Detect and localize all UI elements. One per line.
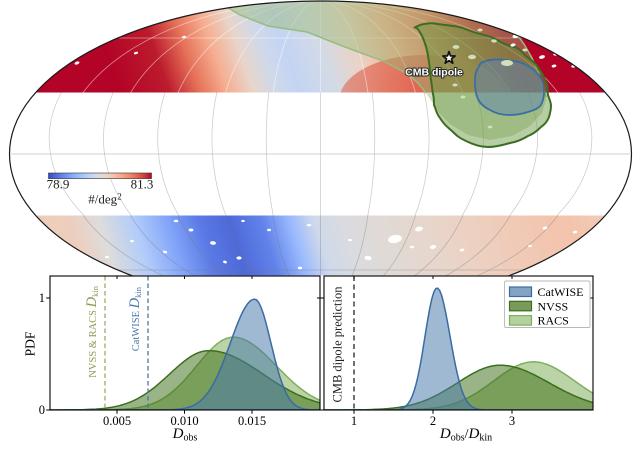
svg-text:2: 2 <box>430 414 436 428</box>
svg-text:CatWISE Dkin: CatWISE Dkin <box>127 286 143 351</box>
svg-text:CMB dipole prediction: CMB dipole prediction <box>331 286 345 403</box>
svg-text:78.9: 78.9 <box>47 177 70 192</box>
svg-text:81.3: 81.3 <box>131 177 154 192</box>
svg-text:0.005: 0.005 <box>103 414 131 428</box>
svg-text:0.010: 0.010 <box>170 414 198 428</box>
svg-text:1: 1 <box>351 414 357 428</box>
svg-text:#/deg2: #/deg2 <box>88 192 121 207</box>
svg-text:1: 1 <box>39 291 45 305</box>
svg-text:Dobs: Dobs <box>172 426 198 444</box>
svg-text:RACS: RACS <box>538 314 569 328</box>
svg-text:3: 3 <box>509 414 515 428</box>
svg-text:Dobs/Dkin: Dobs/Dkin <box>439 426 492 444</box>
svg-text:NVSS: NVSS <box>538 299 569 313</box>
svg-text:NVSS & RACS Dkin: NVSS & RACS Dkin <box>84 285 100 377</box>
svg-text:0: 0 <box>39 403 45 417</box>
svg-text:CMB dipole: CMB dipole <box>405 67 463 79</box>
svg-text:CatWISE: CatWISE <box>538 285 584 299</box>
svg-text:0.015: 0.015 <box>238 414 266 428</box>
svg-text:PDF: PDF <box>23 331 38 356</box>
